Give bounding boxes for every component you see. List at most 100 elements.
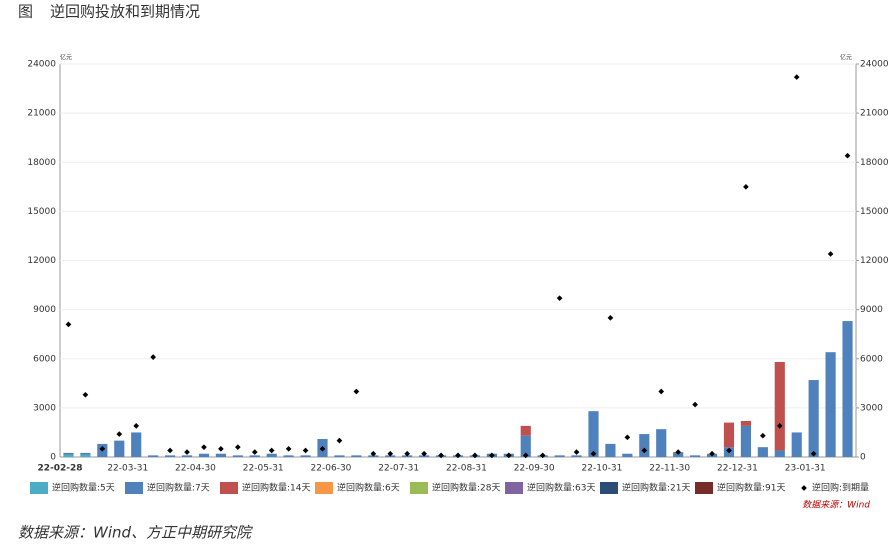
- y2-tick-label: 12000: [860, 256, 889, 266]
- scatter-point: [776, 423, 783, 429]
- legend-label: 逆回购数量:7天: [147, 482, 210, 494]
- scatter-point: [235, 444, 241, 451]
- bar: [757, 447, 768, 457]
- bar: [774, 450, 785, 457]
- scatter-point: [573, 449, 580, 455]
- scatter-point: [201, 444, 207, 451]
- x-tick-label: 22-12-31: [717, 464, 758, 474]
- legend-swatch: [600, 482, 618, 494]
- bar: [215, 453, 226, 457]
- scatter-point: [692, 401, 698, 408]
- y-tick-label: 24000: [27, 60, 56, 70]
- scatter-point: [82, 391, 89, 398]
- scatter-point: [218, 445, 224, 452]
- bar: [63, 454, 74, 457]
- y2-tick-label: 21000: [860, 109, 889, 119]
- x-tick-label: 22-07-31: [378, 464, 419, 474]
- scatter-point: [353, 388, 360, 395]
- scatter-point: [421, 450, 427, 457]
- bar: [232, 455, 243, 457]
- legend-label: 逆回购数量:28天: [432, 482, 501, 494]
- bar: [808, 380, 819, 457]
- legend-label: 逆回购数量:63天: [527, 482, 596, 494]
- scatter-point: [387, 450, 394, 457]
- y2-tick-label: 24000: [860, 60, 889, 70]
- scatter-point: [268, 447, 275, 454]
- scatter-point: [522, 452, 529, 459]
- y-tick-label: 6000: [33, 354, 56, 364]
- scatter-point: [675, 449, 681, 455]
- scatter-point: [285, 445, 292, 452]
- scatter-point: [844, 152, 851, 159]
- bar: [520, 435, 531, 457]
- scatter-point: [489, 452, 495, 459]
- bar: [571, 455, 582, 457]
- bar: [723, 422, 735, 448]
- bar: [825, 352, 836, 457]
- legend-swatch: [30, 482, 48, 494]
- scatter-point: [827, 251, 834, 257]
- scatter-point: [743, 183, 749, 190]
- x-tick-label: 22-06-30: [311, 464, 352, 474]
- scatter-point: [116, 431, 123, 437]
- bar: [740, 420, 751, 426]
- x-tick-label: 22-05-31: [243, 464, 284, 474]
- x-tick-label: 22-04-30: [175, 464, 216, 474]
- scatter-point: [641, 447, 648, 454]
- bar: [114, 440, 125, 457]
- scatter-point: [336, 437, 343, 444]
- scatter-point: [319, 445, 326, 452]
- bar: [639, 434, 650, 457]
- scatter-point: [404, 450, 411, 457]
- y2-unit: 亿元: [840, 54, 852, 62]
- y-tick-label: 3000: [33, 403, 56, 413]
- bar: [283, 455, 294, 457]
- bar: [80, 454, 91, 457]
- y-unit: 亿元: [60, 54, 72, 62]
- y2-tick-label: 18000: [860, 158, 889, 168]
- bar: [791, 432, 802, 457]
- legend-swatch: [695, 482, 713, 494]
- scatter-point: [539, 452, 546, 459]
- chart-title: 逆回购投放和到期情况: [50, 3, 200, 21]
- bar: [520, 425, 531, 436]
- scatter-point: [760, 432, 766, 439]
- scatter-point: [65, 321, 72, 328]
- bar: [774, 362, 785, 451]
- x-tick-label: 22-03-31: [107, 464, 148, 474]
- y-tick-label: 15000: [27, 207, 56, 217]
- scatter-point: [709, 450, 715, 457]
- bar: [181, 455, 193, 457]
- legend-swatch: [220, 482, 238, 494]
- legend-label: 逆回购数量:91天: [717, 482, 786, 494]
- bar: [334, 455, 345, 457]
- scatter-point: [726, 447, 732, 454]
- bar: [148, 455, 159, 457]
- scatter-point: [455, 452, 461, 459]
- legend-swatch: [125, 482, 143, 494]
- y-tick-label: 21000: [27, 109, 56, 119]
- bar: [622, 453, 633, 457]
- scatter-point: [472, 452, 478, 459]
- legend-label: 逆回购数量:5天: [52, 482, 115, 494]
- scatter-point: [251, 449, 258, 455]
- y-tick-label: 18000: [27, 158, 56, 168]
- legend-label: 逆回购:到期量: [812, 482, 869, 494]
- y2-tick-label: 0: [860, 453, 866, 463]
- figure-label: 图: [18, 3, 33, 21]
- legend-swatch: [315, 482, 333, 494]
- scatter-point: [624, 434, 631, 441]
- bar: [842, 321, 853, 457]
- legend-marker: [801, 485, 807, 491]
- legend-swatch: [505, 482, 523, 494]
- scatter-point: [793, 74, 800, 80]
- bar: [605, 443, 616, 457]
- scatter-point: [370, 450, 377, 457]
- x-tick-label: 22-09-30: [514, 464, 555, 474]
- scatter-point: [556, 295, 563, 301]
- y-tick-label: 12000: [27, 256, 56, 266]
- legend-label: 逆回购数量:14天: [242, 482, 311, 494]
- scatter-point: [150, 354, 156, 360]
- legend-label: 逆回购数量:6天: [337, 482, 400, 494]
